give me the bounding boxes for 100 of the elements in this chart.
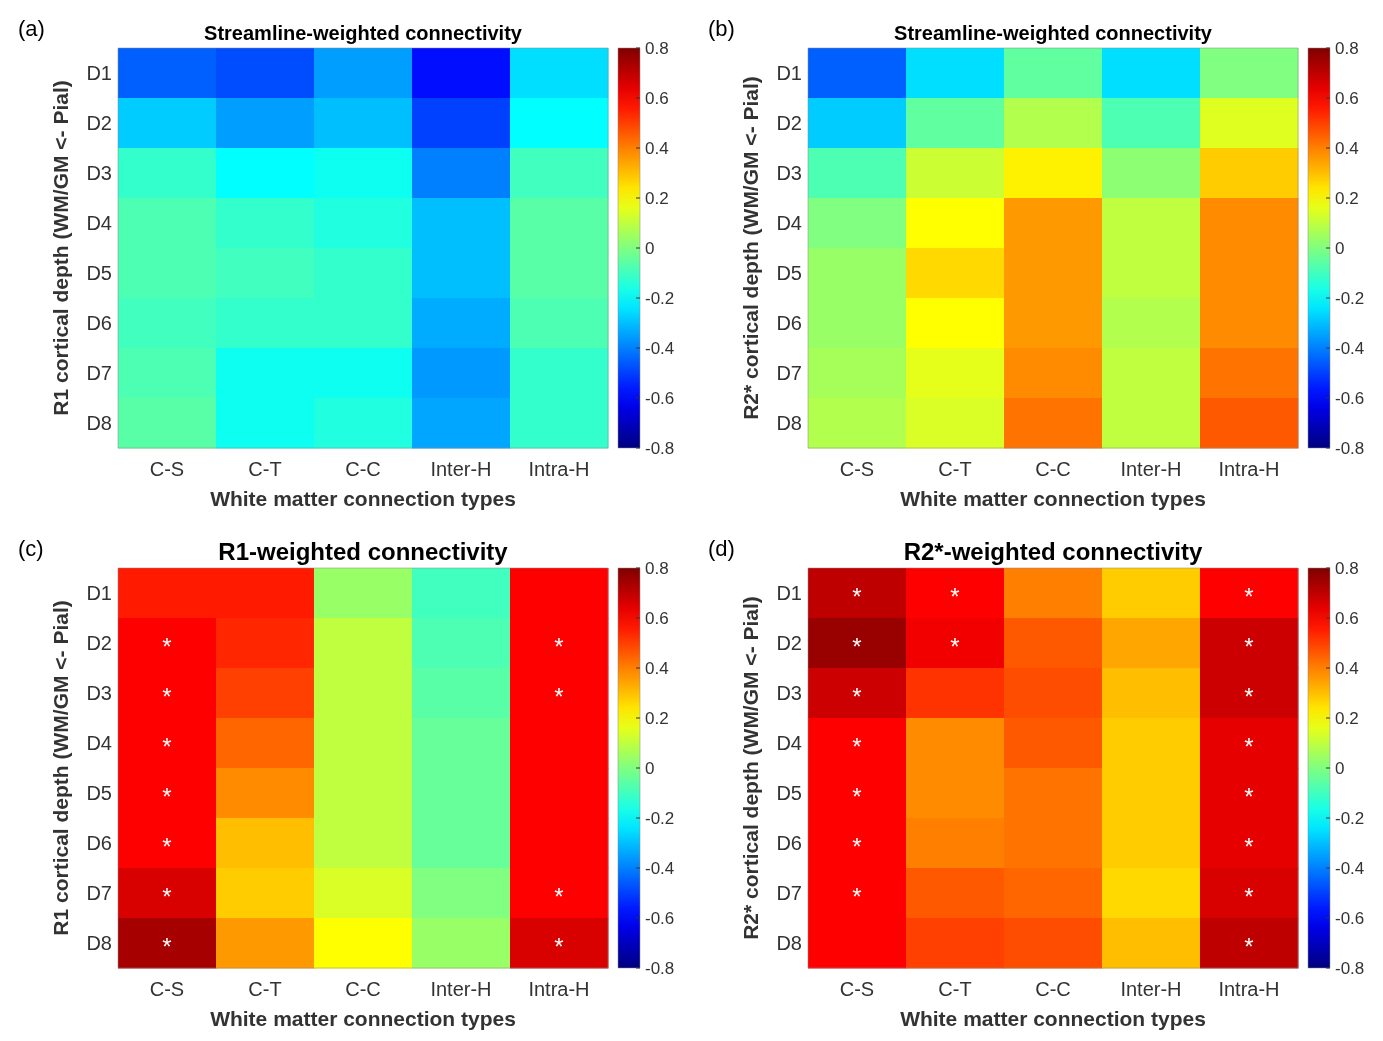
y-tick-label: D6 (776, 312, 802, 334)
y-tick-label: D4 (776, 212, 802, 234)
color-bar-label: -0.6 (645, 909, 675, 928)
color-bar-label: 0.6 (1335, 89, 1359, 108)
color-bar-label: 0.6 (645, 89, 669, 108)
data-label: * (1244, 683, 1254, 710)
x-axis-title: White matter connection types (210, 1007, 516, 1030)
y-tick-label: D1 (86, 62, 112, 84)
y-axis-title: R2* cortical depth (WM/GM <- Pial) (739, 596, 762, 940)
text: (d) (708, 536, 735, 561)
y-tick-label: D5 (776, 782, 802, 804)
x-axis-title: White matter connection types (900, 487, 1206, 510)
data-label: * (554, 933, 564, 960)
color-bar-label: 0.6 (1335, 609, 1359, 628)
data-label: * (1244, 733, 1254, 760)
y-tick-label: D8 (86, 932, 112, 954)
color-bar-label: -0.6 (1335, 909, 1365, 928)
x-axis-title: White matter connection types (210, 487, 516, 510)
x-tick-label: C-C (345, 978, 381, 1000)
x-tick-label: C-S (839, 458, 875, 480)
x-tick-label: C-S (149, 458, 185, 480)
text: (c) (18, 536, 44, 561)
y-tick-label: D7 (776, 882, 802, 904)
y-tick-label: D5 (776, 262, 802, 284)
color-bar-label: 0.2 (645, 189, 669, 208)
x-tick-label: C-S (839, 978, 875, 1000)
color-bar-label: 0.4 (645, 659, 669, 678)
data-label: * (950, 583, 960, 610)
color-bar-label: -0.8 (645, 439, 675, 458)
y-tick-label: D1 (776, 582, 802, 604)
color-bar-label: -0.4 (645, 859, 675, 878)
x-tick-label: Inter-H (1120, 458, 1182, 480)
color-bar-label: -0.4 (1335, 339, 1365, 358)
x-tick-label: C-T (248, 458, 282, 480)
x-tick-label: C-C (1035, 458, 1071, 480)
color-bar-label: 0 (645, 759, 655, 778)
data-label: * (852, 783, 862, 810)
color-bar-label: 0.2 (1335, 709, 1359, 728)
y-tick-label: D4 (86, 212, 112, 234)
color-bar-label: 0 (1335, 239, 1345, 258)
y-axis-title: R1 cortical depth (WM/GM <- Pial) (49, 80, 72, 416)
data-label: * (554, 883, 564, 910)
color-bar-label: 0.2 (1335, 189, 1359, 208)
x-tick-label: Intra-H (1218, 458, 1280, 480)
color-bar-label: 0.4 (1335, 659, 1359, 678)
text: (a) (18, 16, 45, 41)
y-tick-label: D1 (86, 582, 112, 604)
data-label: * (554, 633, 564, 660)
color-bar-label: -0.8 (1335, 959, 1365, 978)
data-label: * (1244, 633, 1254, 660)
text: (b) (708, 16, 735, 41)
data-label: * (1244, 833, 1254, 860)
data-label: * (162, 933, 172, 960)
y-tick-label: D7 (86, 882, 112, 904)
y-tick-label: D2 (86, 632, 112, 654)
y-axis-title: R1 cortical depth (WM/GM <- Pial) (49, 600, 72, 936)
y-tick-label: D3 (86, 162, 112, 184)
x-tick-label: C-C (345, 458, 381, 480)
data-label: * (852, 883, 862, 910)
x-tick-label: Intra-H (528, 978, 590, 1000)
x-tick-label: C-S (149, 978, 185, 1000)
color-bar-label: 0.8 (645, 559, 669, 578)
x-tick-label: C-T (938, 978, 972, 1000)
y-tick-label: D8 (776, 412, 802, 434)
y-tick-label: D3 (776, 682, 802, 704)
data-label: * (1244, 783, 1254, 810)
x-tick-label: C-C (1035, 978, 1071, 1000)
x-tick-label: C-T (248, 978, 282, 1000)
data-label: * (852, 733, 862, 760)
x-tick-label: Intra-H (528, 458, 590, 480)
y-tick-label: D2 (776, 112, 802, 134)
y-tick-label: D8 (776, 932, 802, 954)
color-bar-label: 0.8 (1335, 39, 1359, 58)
x-tick-label: Inter-H (430, 978, 492, 1000)
color-bar-label: -0.4 (645, 339, 675, 358)
data-label: * (852, 833, 862, 860)
data-label: * (162, 883, 172, 910)
data-label: * (852, 683, 862, 710)
x-tick-label: C-T (938, 458, 972, 480)
x-tick-label: Intra-H (1218, 978, 1280, 1000)
color-bar-label: -0.2 (1335, 809, 1365, 828)
data-label: * (1244, 883, 1254, 910)
color-bar-label: 0.2 (645, 709, 669, 728)
y-tick-label: D3 (86, 682, 112, 704)
y-tick-label: D6 (86, 312, 112, 334)
data-label: * (950, 633, 960, 660)
color-bar-label: 0.4 (1335, 139, 1359, 158)
y-axis-title: R2* cortical depth (WM/GM <- Pial) (739, 76, 762, 420)
data-label: * (852, 633, 862, 660)
chart-title: Streamline-weighted connectivity (204, 22, 523, 44)
y-tick-label: D6 (86, 832, 112, 854)
data-label: * (1244, 933, 1254, 960)
color-bar-label: -0.2 (1335, 289, 1365, 308)
y-tick-label: D7 (776, 362, 802, 384)
y-tick-label: D4 (86, 732, 112, 754)
y-tick-label: D2 (776, 632, 802, 654)
data-label: * (162, 633, 172, 660)
chart-title: R1-weighted connectivity (218, 538, 509, 565)
data-label: * (1244, 583, 1254, 610)
color-bar-label: 0 (645, 239, 655, 258)
